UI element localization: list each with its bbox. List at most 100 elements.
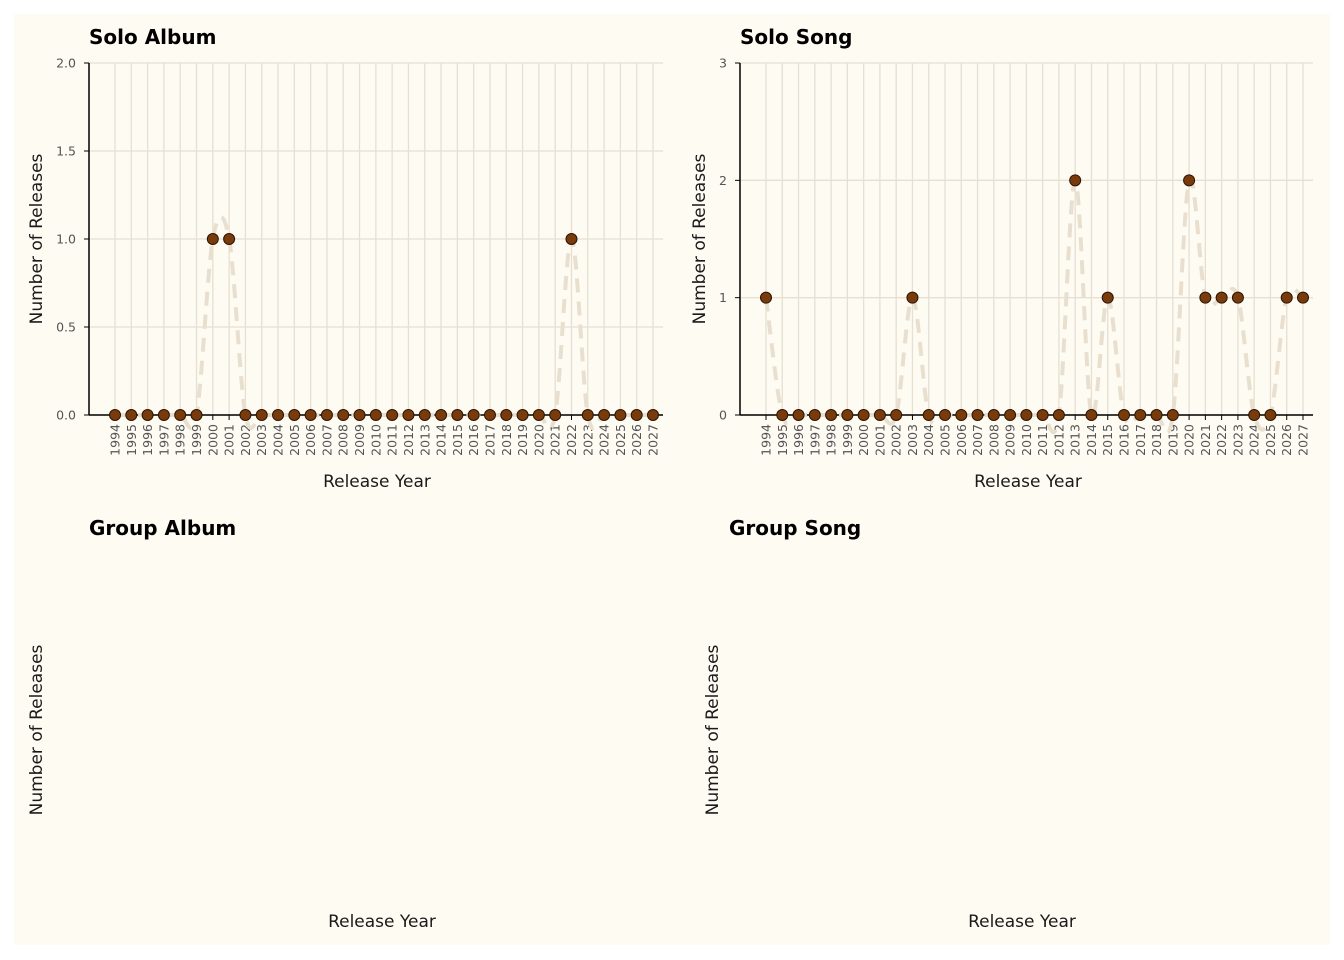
x-tick-label: 2026 <box>1279 424 1294 456</box>
x-tick-label: 1999 <box>840 424 855 456</box>
x-tick-label: 2019 <box>1165 424 1180 456</box>
data-point <box>1183 174 1196 187</box>
data-point <box>1085 409 1098 421</box>
x-tick-label: 2007 <box>970 424 985 456</box>
x-tick-label: 2027 <box>1296 424 1311 456</box>
data-point <box>1004 409 1017 421</box>
data-point <box>630 409 643 421</box>
data-point <box>255 409 268 421</box>
x-tick-label: 1995 <box>775 424 790 456</box>
x-tick-label: 2013 <box>417 424 432 456</box>
x-tick-label: 2009 <box>1003 424 1018 456</box>
x-tick-label: 2001 <box>222 424 237 456</box>
data-point <box>922 409 935 421</box>
y-axis-label: Number of Releases <box>27 153 47 324</box>
x-tick-label: 2001 <box>872 424 887 456</box>
x-tick-label: 2017 <box>482 424 497 456</box>
data-point <box>857 409 870 421</box>
x-tick-label: 2000 <box>205 424 220 456</box>
chart-title: Solo Song <box>740 25 852 49</box>
data-point <box>190 409 203 421</box>
data-point <box>760 291 772 304</box>
data-point <box>483 409 496 421</box>
data-point <box>987 409 1000 421</box>
data-point <box>125 409 138 421</box>
x-tick-label: 1994 <box>759 424 774 456</box>
x-axis-label: Release Year <box>328 912 436 932</box>
data-point <box>581 409 594 421</box>
x-tick-label: 2013 <box>1068 424 1083 456</box>
x-tick-label: 2023 <box>580 424 595 456</box>
data-point <box>549 409 562 421</box>
data-point <box>402 409 415 421</box>
chart-title: Group Album <box>89 516 236 540</box>
data-point <box>906 291 919 304</box>
x-tick-label: 1994 <box>108 424 123 456</box>
data-point <box>647 409 659 421</box>
data-point <box>1297 291 1309 304</box>
x-tick-label: 2006 <box>303 424 318 456</box>
data-point <box>157 409 170 421</box>
data-point <box>1248 409 1261 421</box>
data-point <box>451 409 464 421</box>
x-tick-label: 2025 <box>613 424 628 456</box>
x-tick-label: 2012 <box>1051 424 1066 456</box>
x-tick-label: 2005 <box>287 424 302 456</box>
data-point <box>516 409 529 421</box>
x-tick-label: 1997 <box>156 424 171 456</box>
data-point <box>825 409 838 421</box>
x-tick-label: 2005 <box>938 424 953 456</box>
data-point <box>1036 409 1049 421</box>
data-point <box>435 409 448 421</box>
x-tick-label: 2004 <box>271 424 286 456</box>
data-point <box>955 409 968 421</box>
x-tick-label: 2011 <box>385 424 400 456</box>
x-tick-label: 2010 <box>1019 424 1034 456</box>
data-point <box>288 409 301 421</box>
data-point <box>239 409 252 421</box>
data-point <box>467 409 480 421</box>
x-tick-label: 2002 <box>238 424 253 456</box>
x-axis-label: Release Year <box>323 472 431 492</box>
data-point <box>206 233 219 245</box>
y-tick-label: 0 <box>719 408 727 423</box>
data-point <box>614 409 627 421</box>
data-point <box>1118 409 1130 421</box>
x-tick-label: 2025 <box>1263 424 1278 456</box>
data-point <box>1264 409 1277 421</box>
x-tick-label: 2021 <box>1198 424 1213 456</box>
x-tick-label: 2017 <box>1133 424 1148 456</box>
chart-title: Solo Album <box>89 25 216 49</box>
x-tick-label: 2024 <box>1247 424 1262 456</box>
data-point <box>353 409 366 421</box>
x-tick-label: 2020 <box>1182 424 1197 456</box>
x-tick-label: 2014 <box>1084 424 1099 456</box>
data-point <box>1280 291 1293 304</box>
data-point <box>337 409 350 421</box>
y-axis-label: Number of Releases <box>690 153 710 324</box>
data-point <box>532 409 545 421</box>
chart-title: Group Song <box>729 516 861 540</box>
x-tick-label: 2018 <box>1149 424 1164 456</box>
data-point <box>418 409 431 421</box>
x-tick-label: 1998 <box>173 424 188 456</box>
x-tick-label: 2027 <box>646 424 661 456</box>
data-point <box>1052 409 1065 421</box>
plot-area: 0 1 2 3 1994 1995 1996 1997 1998 1999 2000 2001 2002… <box>719 56 1313 456</box>
x-tick-label: 2011 <box>1035 424 1050 456</box>
x-tick-label: 2003 <box>254 424 269 456</box>
data-point <box>141 409 154 421</box>
x-tick-label: 2006 <box>954 424 969 456</box>
x-tick-label: 2012 <box>401 424 416 456</box>
data-point <box>873 409 886 421</box>
data-point <box>598 409 611 421</box>
x-tick-label: 2016 <box>466 424 481 456</box>
data-point <box>565 233 578 245</box>
y-axis-label: Number of Releases <box>27 644 47 815</box>
data-point <box>776 409 789 421</box>
data-point <box>1166 409 1179 421</box>
